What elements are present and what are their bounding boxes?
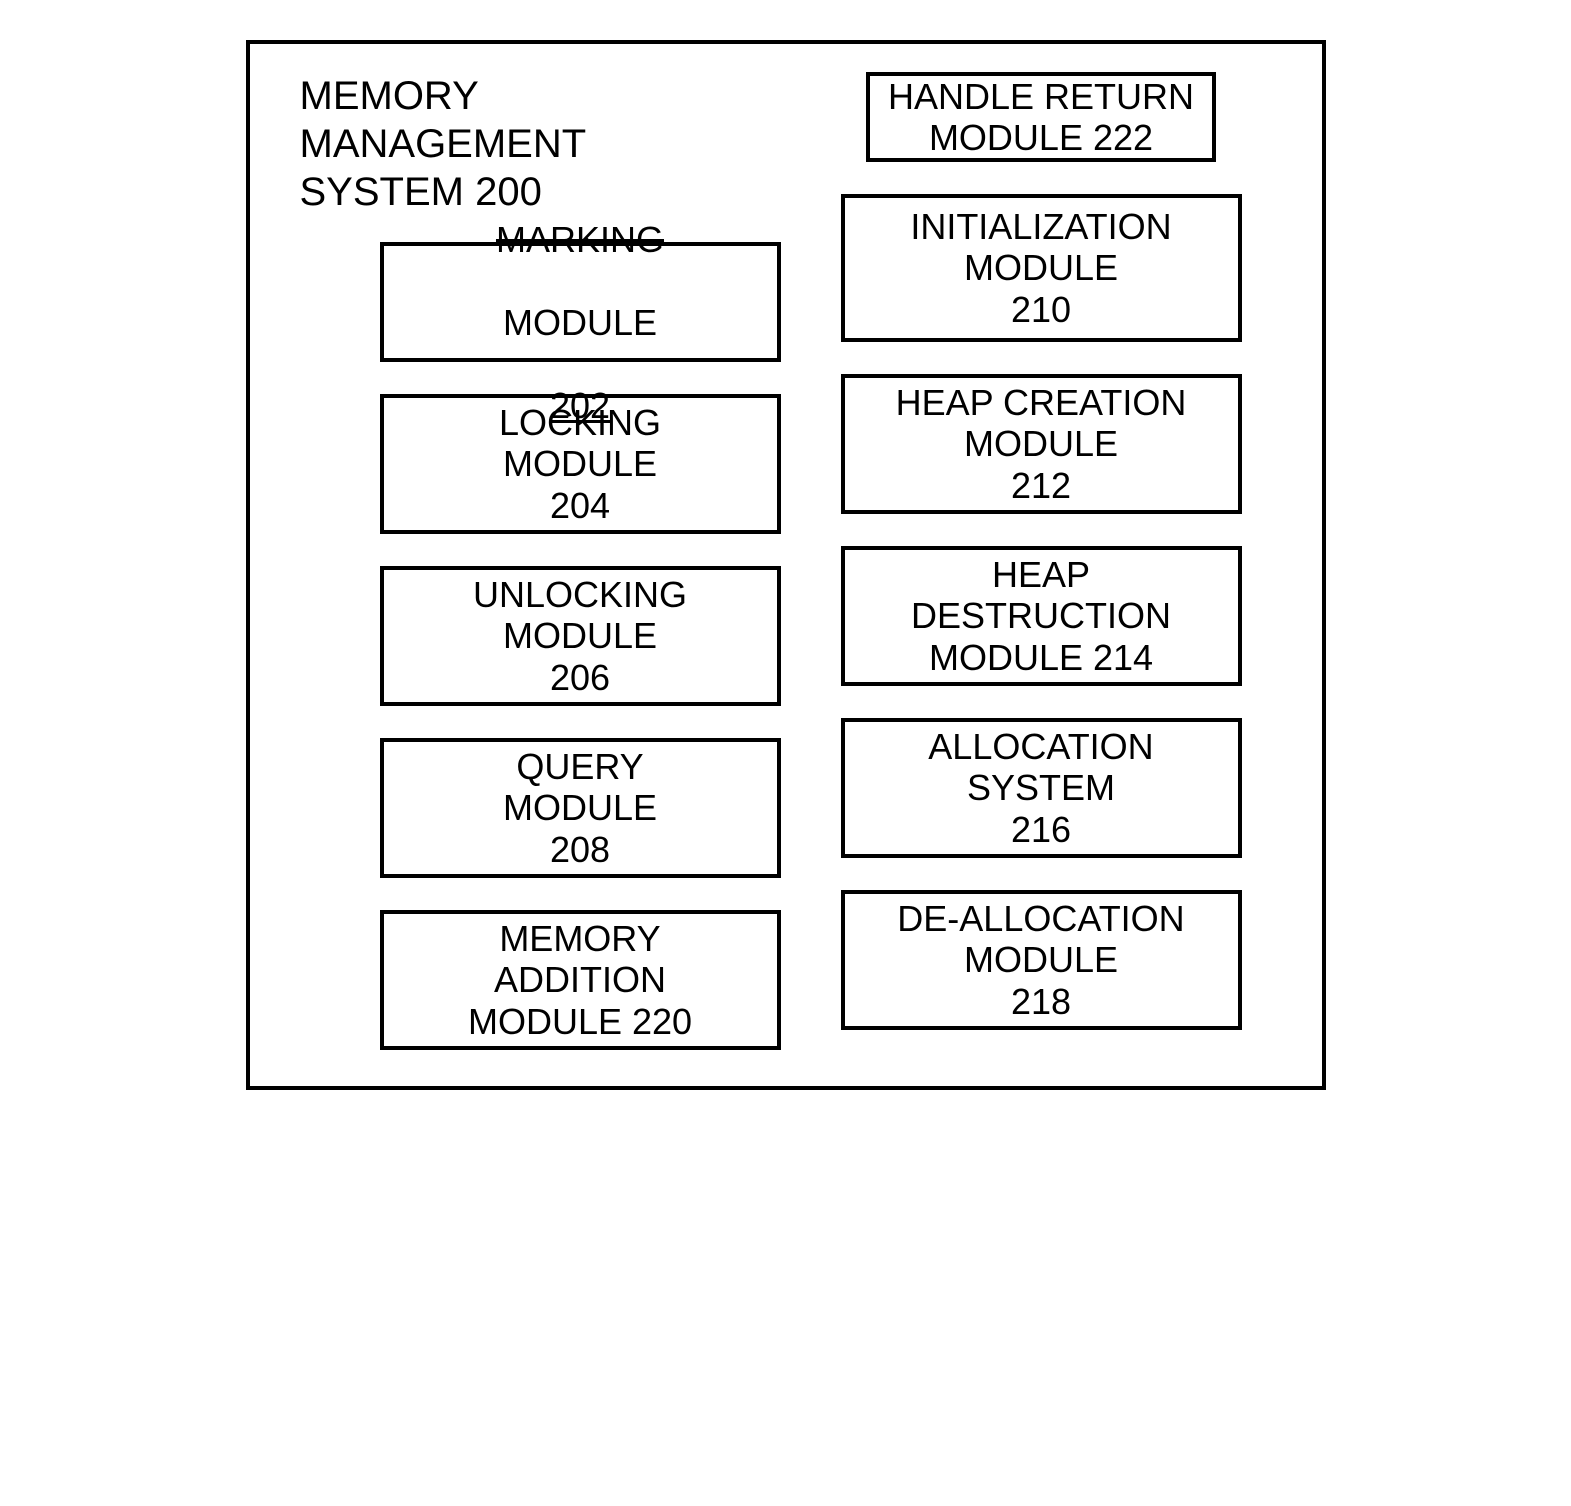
query-module-box: QUERY MODULE 208	[380, 738, 781, 878]
query-module-text: QUERY MODULE 208	[503, 746, 657, 870]
initialization-module-text: INITIALIZATION MODULE 210	[910, 206, 1171, 330]
heap-creation-module-box: HEAP CREATION MODULE 212	[841, 374, 1242, 514]
de-allocation-module-box: DE-ALLOCATION MODULE 218	[841, 890, 1242, 1030]
locking-module-box: LOCKING MODULE 204	[380, 394, 781, 534]
right-column: HANDLE RETURN MODULE 222 INITIALIZATION …	[841, 72, 1242, 1058]
left-column: MARKING MODULE 202 LOCKING MODULE 204 UN…	[300, 72, 781, 1058]
heap-destruction-module-box: HEAP DESTRUCTION MODULE 214	[841, 546, 1242, 686]
handle-return-module-text: HANDLE RETURN MODULE 222	[888, 76, 1194, 159]
locking-module-text: LOCKING MODULE 204	[499, 402, 661, 526]
heap-creation-module-text: HEAP CREATION MODULE 212	[896, 382, 1187, 506]
initialization-module-box: INITIALIZATION MODULE 210	[841, 194, 1242, 342]
allocation-system-box: ALLOCATION SYSTEM 216	[841, 718, 1242, 858]
allocation-system-text: ALLOCATION SYSTEM 216	[928, 726, 1153, 850]
handle-return-module-box: HANDLE RETURN MODULE 222	[866, 72, 1216, 162]
diagram-title: MEMORY MANAGEMENT SYSTEM 200	[300, 72, 587, 216]
de-allocation-module-text: DE-ALLOCATION MODULE 218	[897, 898, 1184, 1022]
marking-line2: MODULE	[503, 302, 657, 343]
unlocking-module-text: UNLOCKING MODULE 206	[473, 574, 687, 698]
memory-addition-module-box: MEMORY ADDITION MODULE 220	[380, 910, 781, 1050]
marking-module-box: MARKING MODULE 202	[380, 242, 781, 362]
heap-destruction-module-text: HEAP DESTRUCTION MODULE 214	[911, 554, 1171, 678]
unlocking-module-box: UNLOCKING MODULE 206	[380, 566, 781, 706]
memory-addition-module-text: MEMORY ADDITION MODULE 220	[468, 918, 692, 1042]
diagram-container: MEMORY MANAGEMENT SYSTEM 200 MARKING MOD…	[246, 40, 1326, 1090]
columns-wrapper: MARKING MODULE 202 LOCKING MODULE 204 UN…	[300, 72, 1242, 1058]
marking-line1: MARKING	[496, 219, 664, 260]
